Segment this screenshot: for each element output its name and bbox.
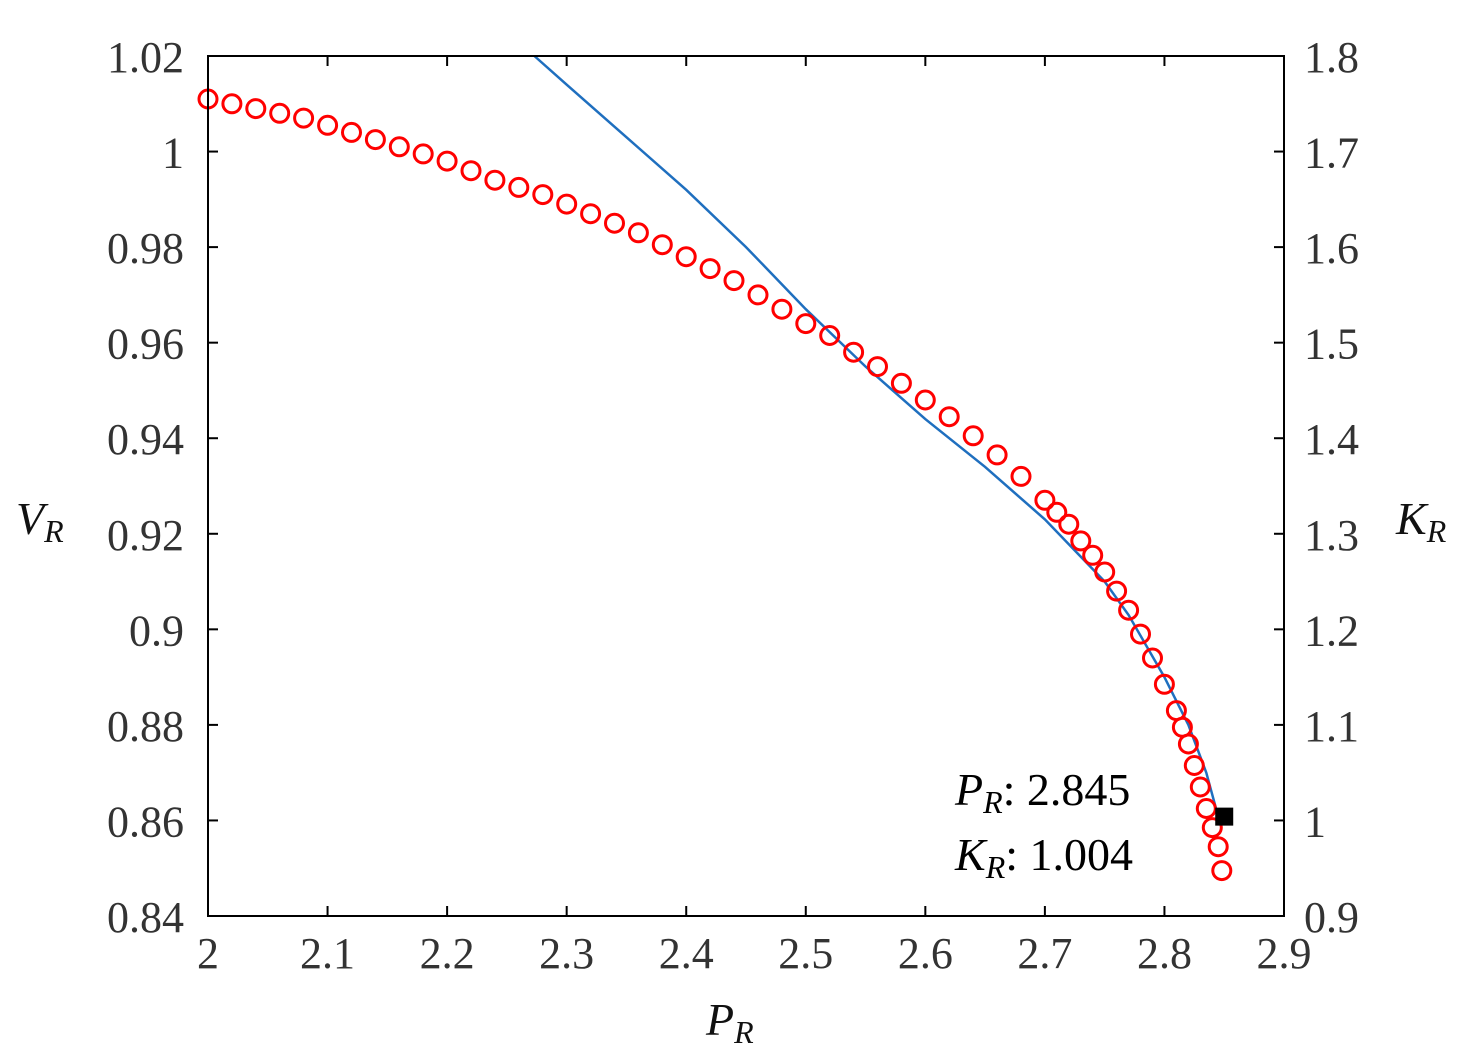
x-tick-label: 2.4 bbox=[659, 929, 714, 978]
data-point bbox=[269, 102, 291, 124]
data-point bbox=[604, 212, 625, 234]
x-tick-labels: 2 2.1 2.2 2.3 2.4 2.5 2.6 2.7 2.8 2.9 bbox=[197, 929, 1312, 978]
data-point bbox=[1153, 673, 1175, 695]
x-tick-label: 2.6 bbox=[898, 929, 953, 978]
series-line-1 bbox=[533, 55, 1220, 817]
y-right-tick-labels: 0.9 1 1.1 1.2 1.3 1.4 1.5 1.6 1.7 1.8 bbox=[1304, 33, 1359, 942]
marker-point bbox=[1215, 807, 1234, 826]
data-point bbox=[1130, 623, 1151, 645]
y-right-tick-label: 1.8 bbox=[1304, 33, 1359, 82]
y-left-axis-label: VR bbox=[16, 493, 64, 549]
data-point bbox=[221, 93, 243, 115]
data-point bbox=[1201, 817, 1223, 839]
y-right-tick-label: 1.1 bbox=[1304, 702, 1359, 751]
data-point bbox=[795, 313, 817, 335]
y-left-tick-label: 1.02 bbox=[107, 33, 184, 82]
data-point bbox=[938, 406, 960, 428]
data-point bbox=[1195, 798, 1217, 819]
y-right-tick-label: 1.4 bbox=[1304, 415, 1359, 464]
x-tick-label: 2.2 bbox=[420, 929, 475, 978]
x-axis-label: PR bbox=[705, 994, 754, 1050]
data-point bbox=[890, 372, 912, 394]
data-point bbox=[1058, 513, 1080, 535]
y-right-axis-label: KR bbox=[1395, 493, 1447, 549]
y-right-tick-label: 0.9 bbox=[1304, 893, 1359, 942]
data-point bbox=[508, 176, 530, 198]
data-point bbox=[651, 234, 673, 256]
data-point bbox=[556, 193, 578, 215]
data-point bbox=[293, 107, 315, 129]
data-point bbox=[1082, 544, 1104, 566]
y-right-tick-label: 1.2 bbox=[1304, 606, 1359, 655]
data-point bbox=[1046, 501, 1068, 523]
plot-frame bbox=[207, 55, 1285, 917]
y-left-tick-label: 1 bbox=[162, 129, 184, 178]
y-left-tick-labels: 0.84 0.86 0.88 0.9 0.92 0.94 0.96 0.98 1 1.02 bbox=[107, 33, 184, 942]
data-point bbox=[723, 270, 745, 292]
data-point bbox=[1189, 776, 1211, 798]
data-point bbox=[364, 129, 386, 151]
data-point bbox=[962, 425, 984, 447]
data-point bbox=[317, 114, 339, 136]
data-point bbox=[341, 121, 362, 143]
data-point bbox=[1207, 836, 1229, 858]
x-tick-label: 2 bbox=[197, 929, 219, 978]
y-left-tick-label: 0.96 bbox=[107, 320, 184, 369]
axis-ticks bbox=[207, 55, 1285, 917]
y-left-tick-label: 0.86 bbox=[107, 797, 184, 846]
x-tick-label: 2.5 bbox=[778, 929, 833, 978]
annotation-line-1: PR: 2.845 bbox=[954, 764, 1130, 820]
data-point bbox=[1034, 489, 1056, 511]
y-left-tick-label: 0.94 bbox=[107, 415, 184, 464]
data-point bbox=[1142, 647, 1163, 669]
data-point bbox=[532, 184, 554, 206]
x-tick-label: 2.7 bbox=[1017, 929, 1072, 978]
data-point bbox=[771, 298, 793, 320]
data-point bbox=[1177, 733, 1199, 755]
data-point bbox=[484, 169, 506, 191]
data-point bbox=[819, 325, 841, 346]
plot-series bbox=[197, 55, 1234, 882]
x-tick-label: 2.1 bbox=[300, 929, 355, 978]
x-tick-label: 2.8 bbox=[1137, 929, 1192, 978]
data-point bbox=[1183, 755, 1205, 776]
data-point bbox=[1010, 465, 1032, 487]
y-left-tick-label: 0.98 bbox=[107, 224, 184, 273]
data-point bbox=[1118, 599, 1140, 621]
y-left-tick-label: 0.84 bbox=[107, 893, 184, 942]
data-point bbox=[914, 389, 936, 411]
y-left-tick-label: 0.88 bbox=[107, 702, 184, 751]
data-point bbox=[1211, 860, 1233, 882]
data-point bbox=[1106, 580, 1128, 602]
data-point bbox=[1070, 530, 1092, 552]
y-left-tick-label: 0.9 bbox=[129, 606, 184, 655]
annotation-line-2: KR: 1.004 bbox=[954, 829, 1133, 885]
data-point bbox=[699, 258, 721, 280]
data-point bbox=[843, 341, 865, 363]
data-point bbox=[627, 222, 649, 244]
data-point bbox=[412, 143, 434, 165]
y-right-tick-label: 1.7 bbox=[1304, 129, 1359, 178]
data-point bbox=[867, 356, 888, 378]
y-right-tick-label: 1.6 bbox=[1304, 224, 1359, 273]
data-point bbox=[245, 98, 267, 120]
x-tick-label: 2.9 bbox=[1257, 929, 1312, 978]
data-point bbox=[675, 246, 697, 268]
data-point bbox=[436, 150, 458, 172]
data-point bbox=[1094, 561, 1116, 583]
x-tick-label: 2.3 bbox=[539, 929, 594, 978]
data-point bbox=[388, 136, 410, 158]
annotation: PR: 2.845 KR: 1.004 bbox=[954, 764, 1133, 885]
data-point bbox=[580, 203, 602, 225]
y-right-tick-label: 1 bbox=[1304, 797, 1326, 846]
data-point bbox=[460, 160, 482, 182]
y-right-tick-label: 1.5 bbox=[1304, 320, 1359, 369]
y-right-tick-label: 1.3 bbox=[1304, 511, 1359, 560]
y-left-tick-label: 0.92 bbox=[107, 511, 184, 560]
data-point bbox=[747, 284, 769, 306]
data-point bbox=[986, 444, 1008, 466]
